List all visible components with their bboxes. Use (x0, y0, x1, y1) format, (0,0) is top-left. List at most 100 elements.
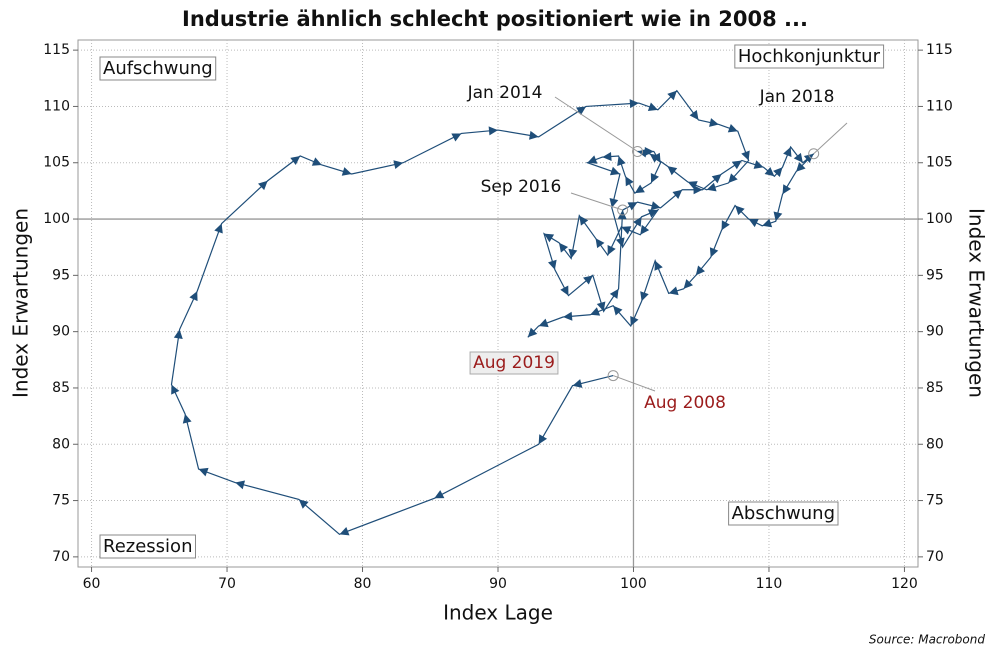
x-tick-label: 90 (489, 576, 507, 592)
arrow (709, 118, 719, 127)
arrow (721, 220, 730, 231)
annotation-label: Jan 2018 (759, 87, 835, 107)
arrow (198, 467, 209, 477)
arrow (189, 291, 198, 302)
x-tick-label: 80 (354, 576, 372, 592)
annotation-marker (632, 145, 644, 157)
arrow (630, 315, 639, 327)
arrow (667, 90, 677, 101)
arrow (629, 99, 639, 109)
arrow (640, 291, 649, 302)
arrow (783, 146, 792, 158)
arrow (683, 279, 693, 289)
arrow (609, 288, 619, 299)
arrow (576, 106, 587, 116)
y-tick-label: 100 (43, 211, 70, 227)
y-tick-label: 85 (52, 380, 70, 396)
arrow (527, 327, 538, 338)
y2-tick-label: 75 (926, 493, 944, 509)
source: Source: Macrobond (869, 633, 985, 647)
arrow (607, 245, 616, 256)
x-tick-label: 110 (756, 576, 783, 592)
arrow (182, 413, 192, 424)
arrow (609, 197, 619, 208)
arrow (709, 247, 719, 258)
y2-tick-label: 105 (926, 155, 953, 171)
y2-tick-label: 90 (926, 324, 944, 340)
arrow (773, 167, 783, 177)
arrow (695, 265, 706, 276)
quadrant-label: Abschwung (732, 503, 835, 524)
arrow (764, 167, 775, 177)
y2-tick-label: 70 (926, 549, 944, 565)
arrow (587, 155, 598, 164)
arrow (579, 215, 589, 226)
arrow (741, 150, 750, 161)
arrow (667, 166, 678, 176)
arrow (633, 216, 642, 227)
y-tick-label: 110 (43, 98, 70, 114)
quadrant-box (728, 501, 839, 526)
arrow (563, 311, 573, 321)
annotation-marker (808, 148, 820, 160)
arrow (731, 160, 742, 170)
arrow (753, 160, 764, 169)
quadrant-box (99, 56, 217, 81)
annotation-leader (813, 122, 848, 155)
arrow (290, 155, 301, 166)
arrow (529, 130, 539, 140)
arrow (596, 301, 606, 312)
arrow (782, 184, 792, 195)
y-tick-label: 80 (52, 436, 70, 452)
arrow (488, 126, 498, 136)
arrow (451, 133, 462, 142)
y2-tick-label: 95 (926, 267, 944, 283)
arrow (560, 285, 569, 296)
arrow (615, 237, 625, 248)
arrow (706, 182, 717, 192)
arrow (214, 223, 223, 234)
arrow (654, 260, 663, 271)
x-tick-label: 120 (891, 576, 918, 592)
annotation-label: Aug 2008 (644, 393, 726, 413)
arrow (173, 329, 183, 339)
arrow (634, 184, 645, 194)
arrow (311, 157, 322, 166)
arrow (538, 434, 548, 445)
x-tick-label: 100 (620, 576, 647, 592)
arrow (339, 526, 350, 536)
y2-tick-label: 110 (926, 98, 953, 114)
arrow (544, 233, 555, 243)
arrow (341, 167, 352, 176)
arrow (434, 490, 445, 499)
y2-axis-label: Index Erwartungen (965, 208, 989, 398)
end-label-box (469, 351, 559, 375)
arrow (693, 185, 703, 195)
y2-tick-label: 100 (926, 211, 953, 227)
arrow (728, 173, 738, 184)
arrow (572, 379, 583, 388)
arrow (644, 146, 654, 156)
arrow (235, 480, 246, 490)
arrow (689, 110, 699, 120)
arrow (672, 189, 683, 199)
y-tick-label: 115 (43, 42, 70, 58)
y2-tick-label: 115 (926, 42, 953, 58)
arrow (773, 211, 783, 222)
arrow (602, 152, 612, 161)
x-tick-label: 70 (218, 576, 236, 592)
y-tick-label: 90 (52, 324, 70, 340)
arrow (748, 219, 759, 228)
arrow (538, 318, 549, 328)
arrow (613, 305, 623, 316)
arrow (727, 123, 738, 133)
quadrant-box (734, 44, 885, 69)
arrow (640, 224, 650, 235)
arrow (647, 102, 658, 112)
y2-tick-label: 85 (926, 380, 944, 396)
annotation-leader (612, 375, 656, 392)
arrow (650, 201, 661, 211)
annotation-marker (607, 370, 619, 382)
y-axis-label: Index Erwartungen (9, 208, 33, 398)
arrow (735, 205, 745, 216)
